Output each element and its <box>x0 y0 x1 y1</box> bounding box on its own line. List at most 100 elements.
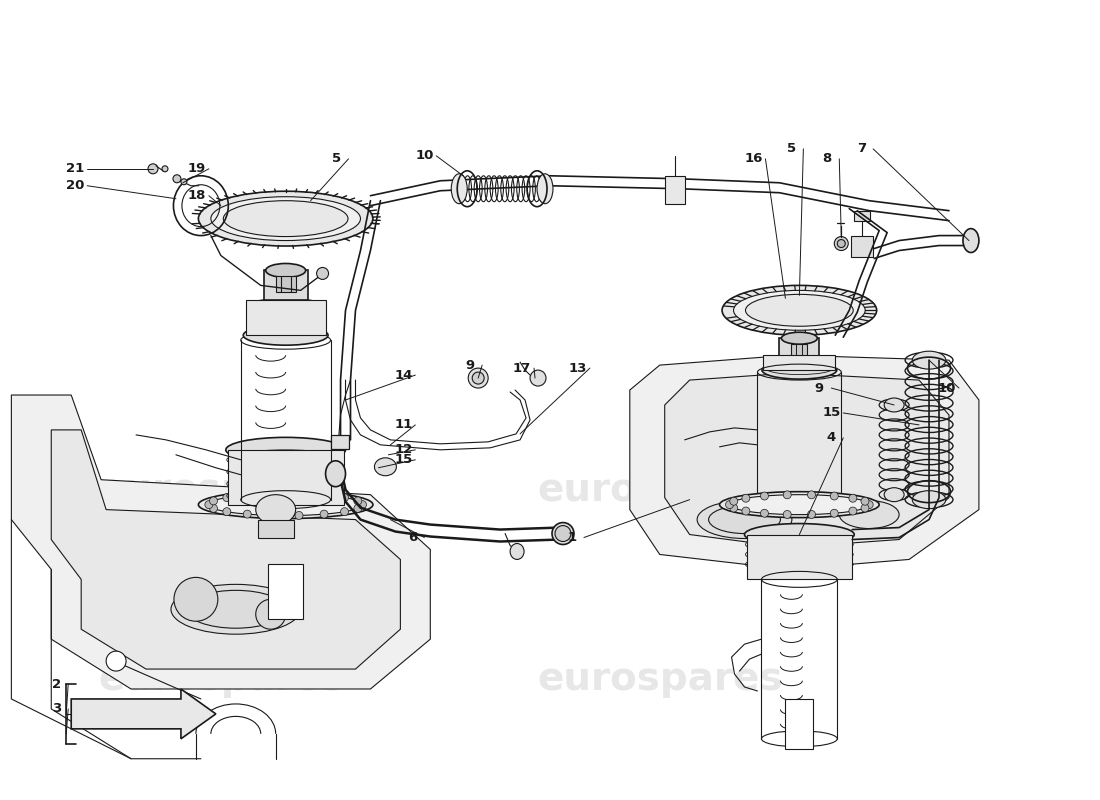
Circle shape <box>729 498 738 506</box>
Text: 3: 3 <box>52 702 60 715</box>
Text: 10: 10 <box>415 150 433 162</box>
Text: 8: 8 <box>823 152 832 166</box>
Ellipse shape <box>884 488 904 502</box>
Polygon shape <box>52 430 400 669</box>
Circle shape <box>295 490 302 498</box>
Polygon shape <box>763 355 835 370</box>
Ellipse shape <box>729 494 869 514</box>
Text: 9: 9 <box>465 358 475 372</box>
Circle shape <box>830 492 838 500</box>
Circle shape <box>295 511 302 519</box>
Circle shape <box>861 504 869 512</box>
Ellipse shape <box>884 398 904 412</box>
Circle shape <box>729 504 738 512</box>
Text: 7: 7 <box>857 142 866 155</box>
Text: 13: 13 <box>569 362 587 374</box>
Circle shape <box>834 237 848 250</box>
Ellipse shape <box>223 201 348 237</box>
Circle shape <box>760 510 769 518</box>
Ellipse shape <box>912 351 946 369</box>
Circle shape <box>354 497 362 505</box>
Text: 2: 2 <box>52 678 60 690</box>
Circle shape <box>354 504 362 512</box>
Text: 17: 17 <box>513 362 531 374</box>
Circle shape <box>807 491 815 499</box>
Ellipse shape <box>208 494 363 515</box>
Circle shape <box>268 511 276 519</box>
Text: 11: 11 <box>394 418 412 431</box>
Circle shape <box>243 510 251 518</box>
Circle shape <box>205 501 213 509</box>
Circle shape <box>174 578 218 622</box>
Text: 12: 12 <box>394 443 412 456</box>
Ellipse shape <box>266 263 306 278</box>
Circle shape <box>472 372 484 384</box>
Polygon shape <box>747 534 852 579</box>
Bar <box>264 270 308 300</box>
Text: 15: 15 <box>822 406 840 419</box>
Ellipse shape <box>722 286 877 335</box>
Ellipse shape <box>962 229 979 253</box>
Circle shape <box>530 370 546 386</box>
Polygon shape <box>72 689 216 739</box>
Circle shape <box>255 599 286 630</box>
Text: eurospares: eurospares <box>537 660 782 698</box>
Ellipse shape <box>781 332 817 344</box>
Ellipse shape <box>839 501 899 529</box>
Bar <box>785 699 813 749</box>
Text: 16: 16 <box>745 152 762 166</box>
Polygon shape <box>245 300 326 335</box>
Text: 9: 9 <box>815 382 824 394</box>
Polygon shape <box>228 450 343 505</box>
Polygon shape <box>11 395 430 689</box>
Text: 1: 1 <box>568 531 576 544</box>
Text: 5: 5 <box>786 142 796 155</box>
Ellipse shape <box>198 490 373 518</box>
Circle shape <box>320 510 328 518</box>
Bar <box>664 176 684 204</box>
Circle shape <box>556 526 571 542</box>
Text: 10: 10 <box>938 382 956 394</box>
Circle shape <box>209 497 218 505</box>
Text: 19: 19 <box>188 162 206 175</box>
Polygon shape <box>664 373 949 547</box>
Circle shape <box>243 491 251 499</box>
Bar <box>791 344 807 359</box>
Text: 20: 20 <box>66 179 85 192</box>
Circle shape <box>861 498 869 506</box>
Text: 5: 5 <box>332 152 341 166</box>
Circle shape <box>807 510 815 518</box>
Ellipse shape <box>226 438 345 462</box>
Ellipse shape <box>697 501 792 538</box>
Ellipse shape <box>708 506 780 534</box>
Ellipse shape <box>326 461 345 486</box>
Bar <box>780 338 820 366</box>
Circle shape <box>741 494 750 502</box>
Circle shape <box>341 494 349 502</box>
Bar <box>267 565 303 619</box>
Text: eurospares: eurospares <box>98 470 343 509</box>
Circle shape <box>783 510 791 518</box>
Ellipse shape <box>719 492 879 518</box>
Circle shape <box>162 166 168 172</box>
Circle shape <box>223 508 231 516</box>
Circle shape <box>741 507 750 515</box>
Bar <box>331 435 349 449</box>
Bar <box>276 277 296 292</box>
Circle shape <box>209 504 218 512</box>
Ellipse shape <box>746 294 854 326</box>
Ellipse shape <box>745 523 855 546</box>
Circle shape <box>223 494 231 502</box>
Circle shape <box>320 491 328 499</box>
Ellipse shape <box>510 543 524 559</box>
Circle shape <box>341 508 349 516</box>
Ellipse shape <box>912 490 946 509</box>
Circle shape <box>760 492 769 500</box>
Ellipse shape <box>552 522 574 545</box>
Text: 4: 4 <box>827 431 836 444</box>
Ellipse shape <box>198 191 373 246</box>
Circle shape <box>469 368 488 388</box>
Ellipse shape <box>374 458 396 476</box>
Circle shape <box>180 178 187 185</box>
Circle shape <box>866 501 873 509</box>
